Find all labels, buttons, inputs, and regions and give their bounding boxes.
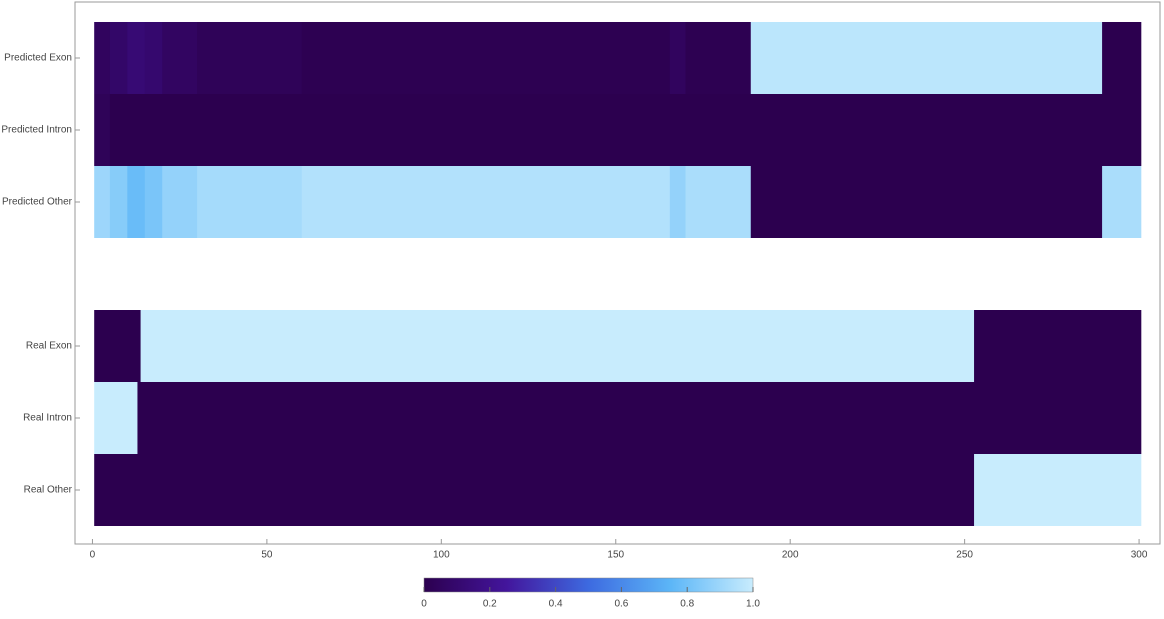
heat-cell	[109, 166, 128, 238]
heat-cell	[94, 454, 975, 526]
heat-cell	[974, 310, 1142, 382]
heat-cell	[1102, 22, 1142, 94]
x-tick-label: 200	[782, 550, 799, 561]
heat-cell	[127, 22, 146, 94]
heat-cell	[750, 22, 1103, 94]
heat-cell	[94, 310, 142, 382]
colorbar-tick-label: 0.4	[549, 599, 563, 610]
heat-cell	[301, 166, 671, 238]
heat-cell	[685, 166, 752, 238]
heat-cell	[94, 382, 138, 454]
x-tick-label: 300	[1131, 550, 1148, 561]
heat-cell	[974, 454, 1142, 526]
heat-cell	[197, 166, 303, 238]
heat-cell	[94, 166, 111, 238]
x-tick-label: 150	[607, 550, 624, 561]
x-tick-label: 100	[433, 550, 450, 561]
heat-cell	[669, 166, 687, 238]
y-tick-label: Predicted Other	[2, 197, 73, 208]
heat-cell	[162, 22, 198, 94]
heat-cell	[127, 166, 146, 238]
heat-cell	[669, 22, 687, 94]
y-tick-label: Real Intron	[23, 413, 72, 424]
colorbar-tick-label: 0.2	[483, 599, 497, 610]
heat-cell	[301, 22, 671, 94]
heat-cell	[140, 310, 975, 382]
heat-cell	[162, 166, 198, 238]
y-tick-label: Predicted Intron	[1, 125, 72, 136]
heat-cell	[144, 22, 163, 94]
y-tick-label: Real Exon	[26, 341, 72, 352]
x-tick-label: 250	[956, 550, 973, 561]
colorbar-tick-label: 1.0	[746, 599, 760, 610]
x-tick-label: 50	[261, 550, 273, 561]
heat-cell	[94, 22, 111, 94]
colorbar	[423, 577, 754, 593]
y-tick-label: Predicted Exon	[4, 53, 72, 64]
colorbar-tick-label: 0.8	[680, 599, 694, 610]
heat-cell	[94, 94, 111, 166]
heat-cell	[109, 22, 128, 94]
colorbar-tick-label: 0.6	[614, 599, 628, 610]
plot-frame	[74, 1, 1161, 545]
colorbar-tick-label: 0	[421, 599, 427, 610]
heat-cell	[109, 94, 1142, 166]
heat-cell	[1102, 166, 1142, 238]
heat-cell	[137, 382, 1142, 454]
y-tick-label: Real Other	[24, 485, 73, 496]
heat-cell	[750, 166, 1103, 238]
heat-cell	[685, 22, 752, 94]
x-tick-label: 0	[90, 550, 96, 561]
heat-cell	[144, 166, 163, 238]
heat-cell	[197, 22, 303, 94]
